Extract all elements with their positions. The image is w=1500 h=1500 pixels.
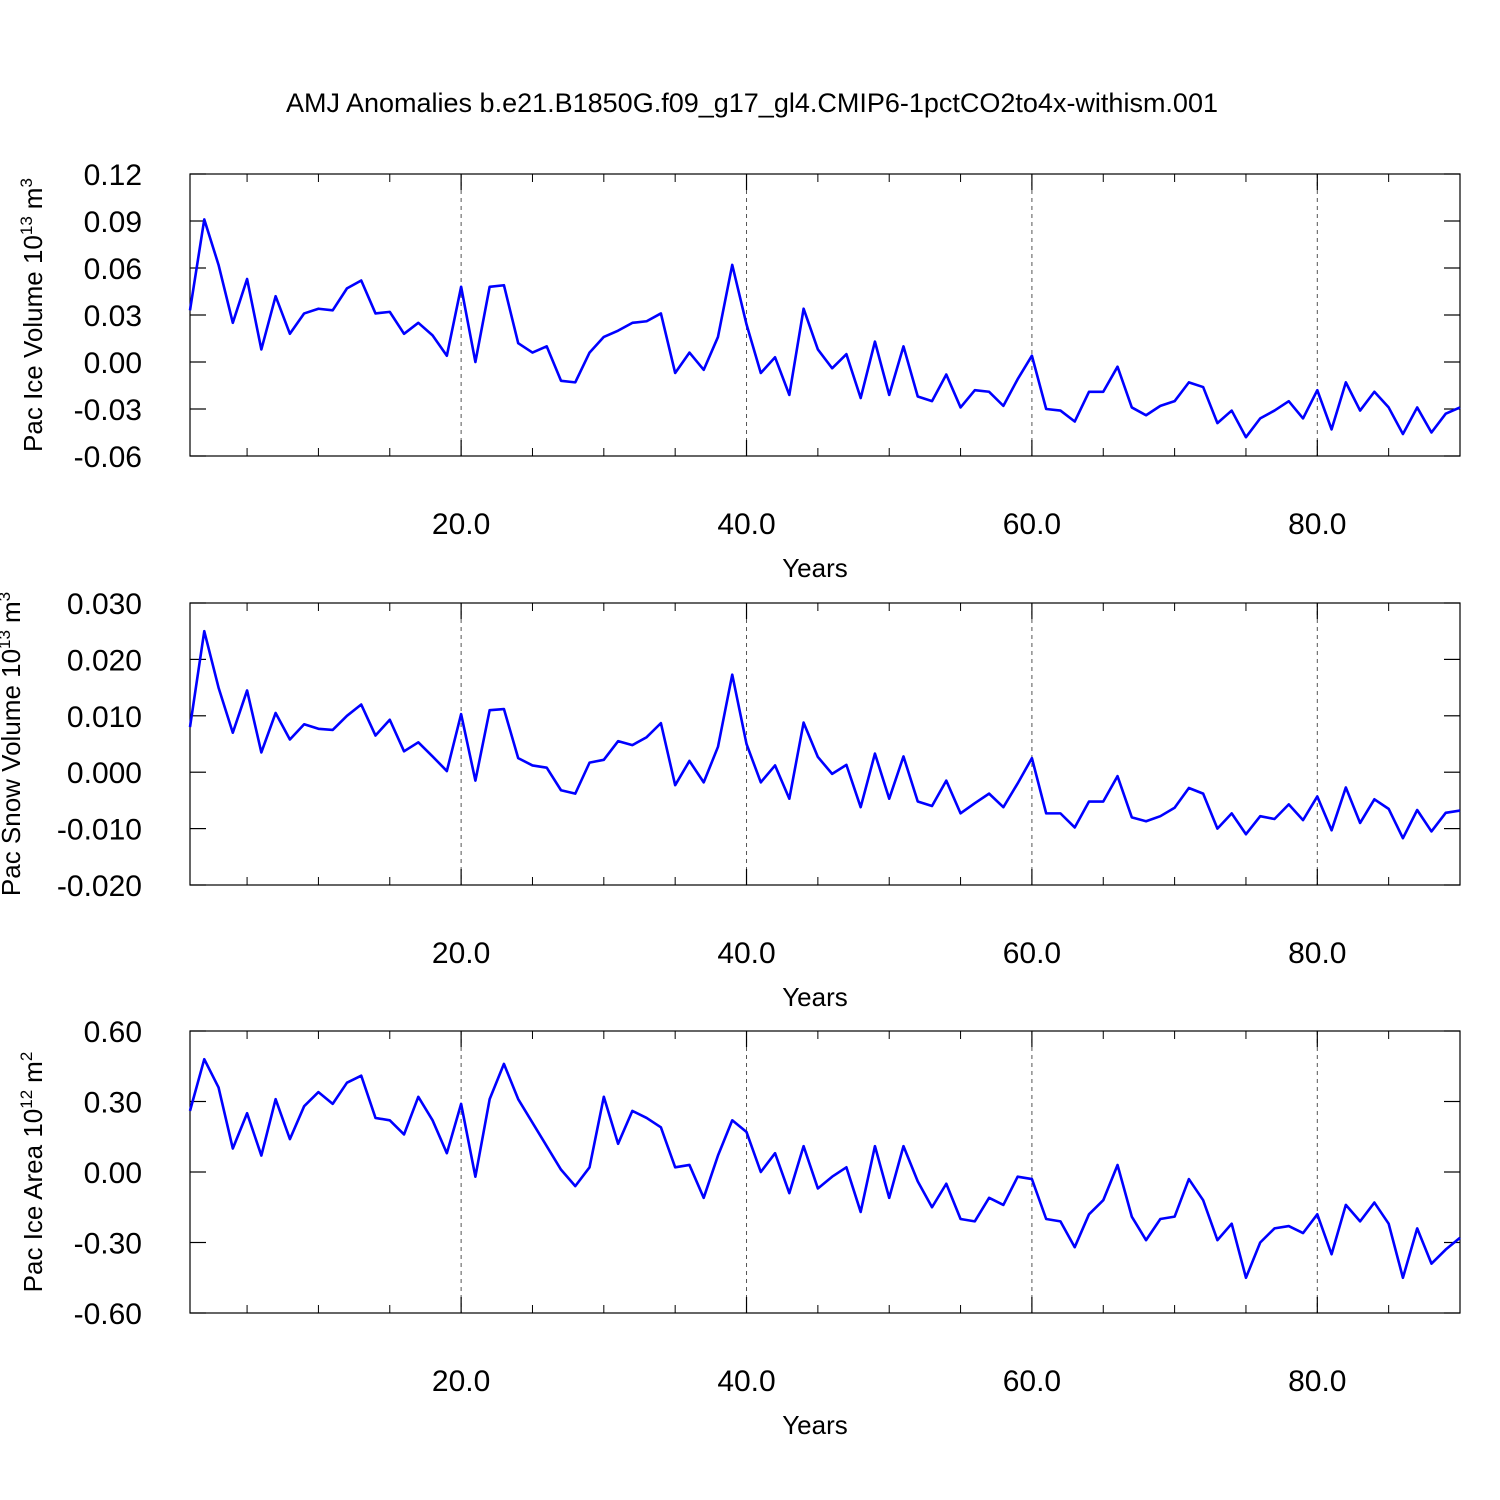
y-tick-label: 0.020 xyxy=(67,644,142,677)
plot-frame xyxy=(189,602,1461,886)
y-tick-label: -0.60 xyxy=(74,1298,142,1331)
y-axis-label-unit-exponent: 3 xyxy=(0,592,14,601)
y-tick-label: 0.03 xyxy=(84,300,142,333)
y-tick-label: -0.30 xyxy=(74,1228,142,1261)
y-axis-label-exponent: 13 xyxy=(0,630,14,649)
y-tick-label: 0.06 xyxy=(84,253,142,286)
x-tick-label: 60.0 xyxy=(1003,508,1061,541)
x-tick-label: 20.0 xyxy=(432,937,490,970)
x-tick-label: 60.0 xyxy=(1003,937,1061,970)
y-axis-label: Pac Ice Area 1012 m2 xyxy=(17,1052,48,1293)
y-tick-label: -0.03 xyxy=(74,394,142,427)
x-tick-label: 80.0 xyxy=(1288,937,1346,970)
x-tick-label: 60.0 xyxy=(1003,1365,1061,1398)
y-axis-label-unit: m xyxy=(0,601,26,623)
y-tick-label: 0.00 xyxy=(84,1157,142,1190)
y-tick-label: 0.09 xyxy=(84,206,142,239)
y-tick-label: -0.020 xyxy=(57,870,142,903)
data-line xyxy=(188,629,1461,840)
y-tick-label: 0.00 xyxy=(84,347,142,380)
y-axis-label: Pac Snow Volume 1013 m3 xyxy=(0,592,26,896)
x-tick-label: 80.0 xyxy=(1288,1365,1346,1398)
y-tick-label: 0.010 xyxy=(67,701,142,734)
y-tick-label: 0.30 xyxy=(84,1087,142,1120)
y-tick-label: 0.12 xyxy=(84,159,142,192)
x-tick-label: 20.0 xyxy=(432,508,490,541)
y-axis-label-exponent: 13 xyxy=(17,216,36,235)
y-axis-label-unit: m xyxy=(18,188,48,210)
y-axis-label-text: Pac Ice Volume 10 xyxy=(18,235,48,452)
x-tick-label: 20.0 xyxy=(432,1365,490,1398)
y-axis-label-unit-exponent: 3 xyxy=(17,178,36,187)
plot-frame xyxy=(189,173,1461,457)
y-axis-label-unit-exponent: 2 xyxy=(17,1052,36,1061)
figure-title: AMJ Anomalies b.e21.B1850G.f09_g17_gl4.C… xyxy=(286,88,1218,118)
y-axis-label-text: Pac Snow Volume 10 xyxy=(0,649,26,896)
y-axis-label-unit: m xyxy=(18,1061,48,1083)
x-axis-label: Years xyxy=(782,982,848,1012)
y-tick-label: -0.06 xyxy=(74,441,142,474)
plot-frame xyxy=(189,1030,1461,1314)
y-axis-label-exponent: 12 xyxy=(17,1090,36,1109)
data-line xyxy=(188,1057,1461,1280)
y-axis-label-text: Pac Ice Area 10 xyxy=(18,1109,48,1293)
x-tick-label: 80.0 xyxy=(1288,508,1346,541)
y-tick-label: -0.010 xyxy=(57,814,142,847)
y-tick-label: 0.030 xyxy=(67,588,142,621)
y-tick-label: 0.60 xyxy=(84,1016,142,1049)
x-axis-label: Years xyxy=(782,1410,848,1440)
data-line xyxy=(188,218,1461,439)
x-tick-label: 40.0 xyxy=(717,937,775,970)
x-tick-label: 40.0 xyxy=(717,508,775,541)
y-axis-label: Pac Ice Volume 1013 m3 xyxy=(17,178,48,452)
x-axis-label: Years xyxy=(782,553,848,583)
y-tick-label: 0.000 xyxy=(67,757,142,790)
x-tick-label: 40.0 xyxy=(717,1365,775,1398)
